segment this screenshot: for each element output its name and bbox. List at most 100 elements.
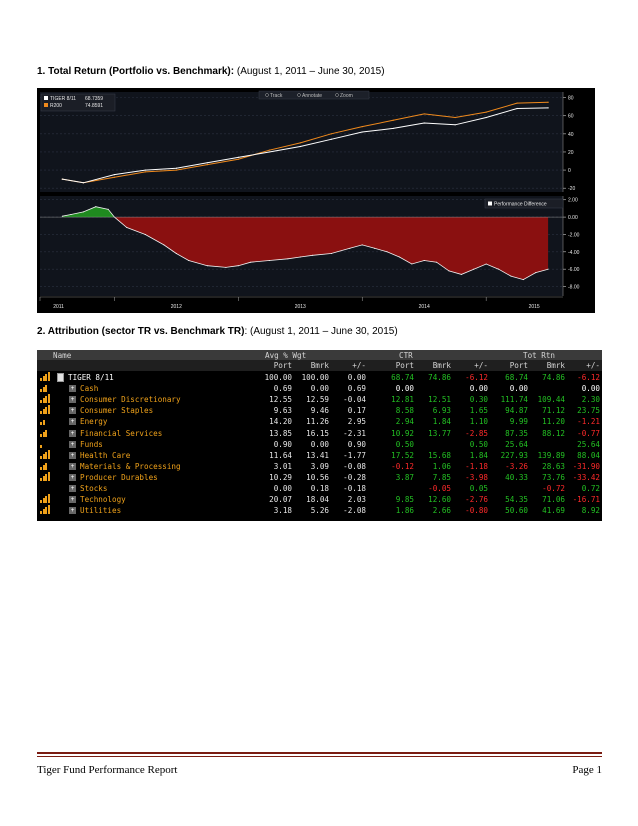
performance-point <box>144 233 146 235</box>
row-value: -0.18 <box>343 484 366 493</box>
table-row[interactable]: + Consumer Discretionary 12.55 12.59 -0.04 12… <box>37 394 602 405</box>
expand-icon[interactable]: + <box>69 396 76 404</box>
row-value: 111.74 <box>500 395 528 405</box>
sub-header-0: Port <box>273 361 292 370</box>
row-value: 0.00 <box>273 484 292 493</box>
table-row[interactable]: + Health Care 11.64 13.41 -1.77 17.52 15.68 1.8… <box>37 449 602 461</box>
row-value: 6.93 <box>432 406 451 416</box>
legend-swatch <box>44 103 48 107</box>
row-value: 7.85 <box>432 472 451 482</box>
expand-icon[interactable]: + <box>69 418 76 426</box>
performance-point <box>411 263 413 265</box>
row-value: 12.55 <box>269 395 292 405</box>
signal-icon <box>40 383 50 393</box>
row-value: 8.58 <box>395 406 414 416</box>
row-value: 5.26 <box>310 506 329 516</box>
performance-point <box>206 265 208 267</box>
row-value: 9.46 <box>310 406 329 416</box>
expand-icon[interactable]: + <box>69 451 76 459</box>
signal-icon <box>40 416 50 426</box>
expand-icon[interactable]: + <box>69 462 76 470</box>
row-name: Energy <box>80 417 108 427</box>
row-value: 1.65 <box>469 406 488 416</box>
series-point <box>268 151 270 153</box>
row-value: 109.44 <box>537 395 565 405</box>
table-row[interactable]: + Utilities 3.18 5.26 -2.08 1.86 2.66 -0.80 50.6… <box>37 505 602 516</box>
series-point <box>268 149 270 151</box>
sub-header-8: +/- <box>586 361 600 370</box>
row-value: 9.63 <box>273 406 292 416</box>
row-value: 18.04 <box>306 495 329 505</box>
series-point <box>144 169 146 171</box>
performance-point <box>522 279 524 281</box>
table-row[interactable]: + Financial Services 13.85 16.15 -2.31 10.92 1… <box>37 428 602 439</box>
row-value: 0.00 <box>347 373 366 382</box>
expand-icon[interactable]: + <box>69 407 76 415</box>
row-name: Stocks <box>80 484 108 493</box>
y-tick-label-top: 40 <box>568 132 574 138</box>
row-value: -2.31 <box>343 428 366 438</box>
series-point <box>330 133 332 135</box>
footer-rule-thin <box>37 756 602 757</box>
row-value: -31.90 <box>572 461 600 471</box>
performance-point <box>82 211 84 213</box>
row-value: 71.12 <box>542 406 565 416</box>
signal-icon <box>40 471 50 481</box>
expand-icon[interactable]: + <box>69 440 76 448</box>
table-row[interactable]: + Funds 0.90 0.00 0.90 0.50 0.50 25.64 25.64 <box>37 439 602 450</box>
row-value: 0.90 <box>347 439 366 449</box>
row-value: 13.77 <box>428 428 451 438</box>
performance-point <box>535 272 537 274</box>
table-row[interactable]: + Technology 20.07 18.04 2.03 9.85 12.60 -2.76 5… <box>37 494 602 505</box>
row-value: 0.69 <box>273 384 292 394</box>
performance-point <box>225 266 227 268</box>
row-value: 0.50 <box>469 439 488 449</box>
row-value: 0.00 <box>469 384 488 394</box>
zoom-icon <box>335 93 339 97</box>
series-point <box>423 113 425 115</box>
series-point <box>485 116 487 119</box>
table-row[interactable]: TIGER 8/11 100.00 100.00 0.00 68.74 74.86 -6.1… <box>37 372 602 383</box>
y-tick-label-bottom: -4.00 <box>568 250 580 256</box>
row-value: -2.85 <box>465 428 488 438</box>
performance-point <box>175 253 177 255</box>
expand-icon[interactable]: + <box>69 429 76 437</box>
performance-point <box>70 213 72 215</box>
expand-icon[interactable]: + <box>69 507 76 515</box>
expand-icon[interactable]: + <box>69 473 76 481</box>
row-value: 2.95 <box>347 417 366 427</box>
row-value: 20.07 <box>269 495 292 505</box>
x-tick-label: 2012 <box>171 304 182 310</box>
row-value: 17.52 <box>391 450 414 460</box>
performance-point <box>126 227 128 229</box>
table-row[interactable]: + Stocks 0.00 0.18 -0.18 -0.05 0.05 -0.72 0.72 <box>37 483 602 494</box>
performance-point <box>436 261 438 263</box>
row-value: 3.09 <box>310 461 329 471</box>
row-value: 3.01 <box>273 461 292 471</box>
signal-icon <box>40 494 50 504</box>
row-value: -1.18 <box>465 461 488 471</box>
table-row[interactable]: + Materials & Processing 3.01 3.09 -0.08 -0.1… <box>37 461 602 472</box>
row-value: 2.94 <box>395 417 414 427</box>
row-value: 74.86 <box>542 373 565 382</box>
row-value: 68.74 <box>505 373 528 382</box>
performance-point <box>163 244 165 246</box>
series-point <box>547 107 549 109</box>
table-row[interactable]: + Producer Durables 10.29 10.56 -0.28 3.87 7.8… <box>37 471 602 483</box>
table-row[interactable]: + Consumer Staples 9.63 9.46 0.17 8.58 6.93 1.6… <box>37 405 602 416</box>
legend-value: 68.7359 <box>85 96 103 102</box>
table-row[interactable]: + Energy 14.20 11.26 2.95 2.94 1.84 1.10 9.99 11.… <box>37 416 602 427</box>
positive-area <box>62 206 549 218</box>
expand-icon[interactable]: + <box>69 385 76 393</box>
row-value: 1.10 <box>469 417 488 427</box>
row-value: 9.99 <box>509 417 528 427</box>
performance-point <box>312 254 314 256</box>
expand-icon[interactable]: + <box>69 496 76 504</box>
header-name: Name <box>53 351 72 360</box>
row-value: 74.86 <box>428 373 451 382</box>
table-row[interactable]: + Cash 0.69 0.00 0.69 0.00 0.00 0.00 0.00 <box>37 383 602 394</box>
series-point <box>206 162 208 164</box>
table-group-header: Name Avg % Wgt CTR Tot Rtn <box>37 350 602 360</box>
series-point <box>61 178 63 180</box>
expand-icon[interactable]: + <box>69 485 76 492</box>
